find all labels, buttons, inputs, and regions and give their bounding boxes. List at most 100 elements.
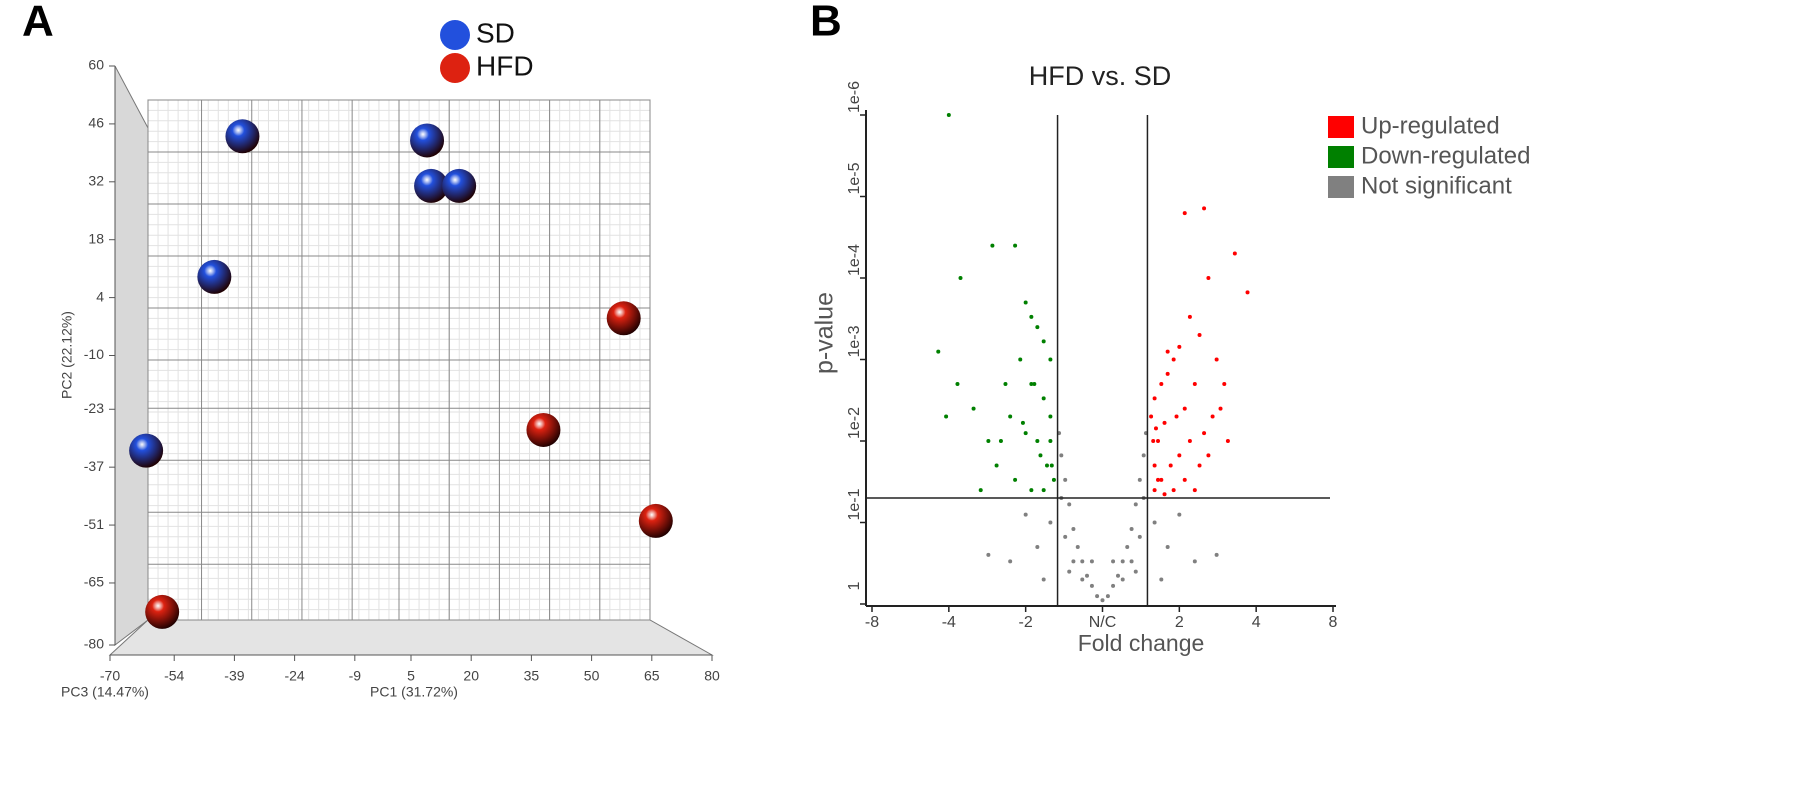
legend-marker <box>1328 116 1354 138</box>
z-axis-label: PC3 (14.47%) <box>61 684 149 700</box>
data-point <box>1182 211 1187 216</box>
data-point <box>1162 420 1167 425</box>
legend-marker <box>1328 146 1354 168</box>
data-point <box>990 243 995 248</box>
data-point <box>1071 526 1076 531</box>
x-tick-label: 80 <box>704 668 720 684</box>
data-point <box>1192 488 1197 493</box>
data-point <box>1206 276 1211 280</box>
data-point <box>1051 477 1056 482</box>
x-tick-label: 65 <box>644 668 660 684</box>
data-point <box>986 439 991 443</box>
data-point <box>1245 290 1250 295</box>
data-point <box>1041 488 1046 493</box>
data-point <box>1202 206 1207 211</box>
data-point <box>1067 502 1072 507</box>
data-point <box>1048 414 1053 419</box>
data-point <box>1125 545 1130 550</box>
data-point <box>1222 382 1227 387</box>
x-tick-label: -8 <box>865 614 879 631</box>
data-point <box>1008 559 1013 564</box>
data-point <box>1187 439 1192 443</box>
data-point <box>1232 251 1237 256</box>
data-point <box>1063 477 1068 482</box>
data-point <box>1149 414 1154 419</box>
data-point <box>1095 594 1100 599</box>
data-point <box>1100 598 1105 603</box>
data-point <box>1089 583 1094 588</box>
data-point <box>1059 453 1064 458</box>
data-point <box>1008 414 1013 419</box>
sphere <box>442 168 477 203</box>
data-point <box>1152 396 1157 401</box>
data-point <box>986 552 991 557</box>
data-point <box>978 488 983 493</box>
data-point <box>1013 243 1018 248</box>
data-point <box>1182 406 1187 411</box>
data-point <box>946 113 951 117</box>
data-point <box>1120 577 1125 582</box>
y-tick-label: 1e-4 <box>846 244 863 276</box>
sphere <box>606 301 641 336</box>
data-point <box>1029 314 1034 319</box>
data-point <box>971 406 976 411</box>
y-tick-label: 1e-6 <box>846 81 863 113</box>
sphere <box>197 259 232 294</box>
y-tick-label: 32 <box>88 173 104 189</box>
data-point <box>1137 477 1142 482</box>
data-point <box>1197 332 1202 337</box>
x-tick-label: 8 <box>1329 614 1338 631</box>
data-point <box>1044 463 1049 468</box>
data-point <box>1041 396 1046 401</box>
y-tick-label: 1e-2 <box>846 407 863 439</box>
sphere <box>410 123 445 158</box>
data-point <box>1182 477 1187 482</box>
data-point <box>1111 583 1116 588</box>
data-point <box>1029 382 1034 387</box>
y-tick-label: -23 <box>84 400 104 416</box>
data-point <box>1063 534 1068 539</box>
data-point <box>1029 488 1034 493</box>
data-point <box>1085 573 1090 578</box>
panel-label: A <box>22 0 54 46</box>
data-point <box>958 276 963 280</box>
data-point <box>994 463 999 468</box>
data-point <box>1218 406 1223 411</box>
data-point <box>1192 559 1197 564</box>
x-tick-label: 20 <box>463 668 479 684</box>
data-point <box>1048 357 1053 362</box>
legend-marker <box>440 20 470 50</box>
data-point <box>1080 559 1085 564</box>
data-point <box>1159 577 1164 582</box>
y-tick-label: -80 <box>84 636 104 652</box>
legend-label: SD <box>476 17 515 48</box>
x-tick-label: -2 <box>1019 614 1033 631</box>
data-point <box>1177 344 1182 349</box>
data-point <box>1035 439 1040 443</box>
data-point <box>1115 573 1120 578</box>
x-tick-label: 5 <box>407 668 415 684</box>
data-point <box>1197 463 1202 468</box>
data-point <box>1003 382 1008 387</box>
data-point <box>1152 463 1157 468</box>
data-point <box>1206 453 1211 458</box>
y-tick-label: -10 <box>84 346 104 362</box>
y-tick-label: 1e-1 <box>846 488 863 520</box>
data-point <box>1129 526 1134 531</box>
data-point <box>1214 552 1219 557</box>
sphere <box>638 503 673 538</box>
data-point <box>1174 414 1179 419</box>
data-point <box>1177 453 1182 458</box>
data-point <box>1162 492 1167 497</box>
data-point <box>1152 488 1157 493</box>
data-point <box>944 414 949 419</box>
data-point <box>1120 559 1125 564</box>
legend-label: HFD <box>476 50 534 81</box>
data-point <box>1071 559 1076 564</box>
data-point <box>1168 463 1173 468</box>
data-point <box>1141 453 1146 458</box>
legend-label: Up-regulated <box>1361 112 1500 139</box>
data-point <box>1035 325 1040 330</box>
x-axis-label: Fold change <box>1078 630 1205 656</box>
y-tick-label: 1e-3 <box>846 325 863 357</box>
